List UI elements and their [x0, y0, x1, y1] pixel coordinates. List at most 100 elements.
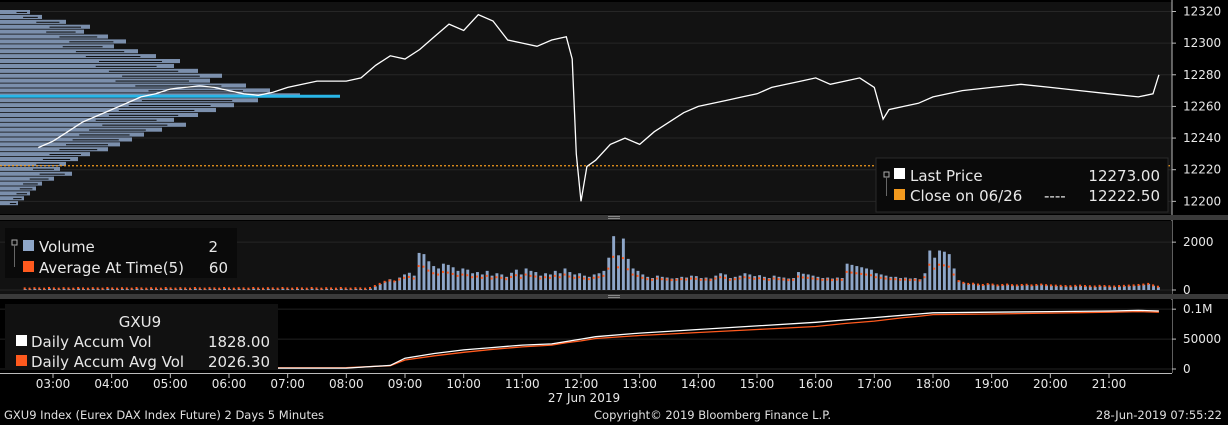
volume-bar — [116, 289, 119, 290]
accum-tick-label: 0.1M — [1183, 302, 1212, 316]
panel-divider-2[interactable] — [0, 294, 1228, 299]
volume-bar — [218, 289, 222, 290]
volume-bar — [130, 289, 134, 290]
average-dot — [164, 286, 167, 289]
volume-bar — [349, 289, 353, 290]
average-dot — [1015, 284, 1018, 287]
time-tick-label: 04:00 — [94, 377, 129, 391]
time-tick-label: 15:00 — [740, 377, 775, 391]
volume-bar — [831, 278, 834, 290]
volume-profile-bar — [0, 34, 108, 39]
volume-bar — [276, 289, 280, 290]
volume-bar — [991, 284, 995, 290]
volume-bar — [694, 276, 698, 290]
volume-bar — [860, 267, 864, 290]
average-dot — [933, 267, 936, 270]
time-tick-label: 19:00 — [974, 377, 1009, 391]
volume-bar — [738, 275, 742, 290]
average-dot — [976, 283, 979, 286]
average-dot — [451, 272, 454, 275]
volume-bar — [77, 288, 81, 290]
volume-profile-tick — [9, 203, 17, 205]
panel-divider-1[interactable] — [0, 215, 1228, 220]
daily-accum-avg-swatch — [16, 355, 27, 366]
volume-profile-tick — [59, 149, 98, 151]
footer-timestamp: 28-Jun-2019 07:55:22 — [1095, 408, 1222, 422]
average-dot — [962, 281, 965, 284]
average-dot — [563, 273, 566, 276]
average-at-time-dots — [23, 255, 1159, 290]
divider-1-handle[interactable] — [608, 216, 620, 217]
volume-bar — [432, 266, 436, 290]
volume-bar — [631, 268, 635, 290]
volume-profile-bar — [0, 49, 138, 54]
volume-bar — [724, 274, 727, 290]
average-dot — [359, 287, 362, 290]
volume-profile-tick — [36, 21, 60, 23]
volume-profile-tick — [23, 16, 38, 18]
average-dot — [1122, 284, 1125, 287]
average-dot — [101, 287, 104, 290]
average-dot — [840, 278, 843, 281]
average-dot — [62, 287, 65, 290]
volume-profile-bar — [0, 78, 210, 83]
average-dot — [52, 287, 55, 290]
avg-at-time-value: 60 — [209, 259, 228, 277]
average-dot — [485, 274, 488, 277]
last-price-value: 12273.00 — [1088, 167, 1160, 185]
divider-2-handle[interactable] — [608, 295, 620, 296]
average-dot — [602, 274, 605, 277]
average-dot — [378, 282, 381, 285]
average-dot — [821, 278, 824, 281]
volume-bar — [879, 274, 883, 290]
average-dot — [908, 279, 911, 282]
volume-bar — [490, 275, 494, 290]
average-dot — [1006, 283, 1009, 286]
volume-bar — [227, 289, 231, 290]
average-dot — [913, 278, 916, 281]
volume-profile-bar — [0, 152, 90, 157]
price-tick-label: 12320 — [1183, 4, 1221, 18]
average-dot — [169, 287, 172, 290]
average-dot — [719, 276, 722, 279]
average-dot — [339, 286, 342, 289]
volume-profile-bar — [0, 186, 36, 191]
volume-profile-bar — [0, 103, 234, 108]
average-dot — [1040, 283, 1043, 286]
volume-bar — [247, 289, 251, 290]
average-dot — [227, 287, 230, 290]
volume-bar — [38, 289, 42, 290]
volume-bar — [271, 289, 275, 290]
average-dot — [198, 287, 201, 290]
average-dot — [310, 286, 313, 289]
average-dot — [120, 287, 123, 290]
volume-bar — [33, 288, 37, 290]
volume-label: Volume — [39, 238, 95, 256]
daily-accum-avg-value: 2026.30 — [208, 353, 270, 371]
volume-profile-bar — [0, 19, 66, 24]
volume-bar — [1103, 286, 1107, 290]
volume-bar — [1093, 286, 1097, 290]
volume-profile-tick — [108, 70, 179, 72]
average-dot — [743, 276, 746, 279]
volume-bar — [714, 275, 718, 290]
average-dot — [544, 276, 547, 279]
volume-bar — [43, 289, 47, 290]
time-tick-label: 13:00 — [622, 377, 657, 391]
volume-profile-bar — [0, 142, 120, 147]
average-dot — [573, 276, 576, 279]
price-tick-label: 12280 — [1183, 68, 1221, 82]
average-dot — [82, 287, 85, 290]
volume-profile-tick — [49, 154, 81, 156]
volume-bar — [1147, 284, 1151, 290]
price-tick-label: 12260 — [1183, 99, 1221, 113]
average-dot — [28, 287, 31, 290]
average-dot — [733, 278, 736, 281]
time-tick-label: 11:00 — [505, 377, 540, 391]
average-dot — [135, 286, 138, 289]
volume-bar — [655, 275, 659, 290]
volume-profile-tick — [19, 188, 33, 190]
volume-bar — [505, 276, 509, 290]
average-dot — [403, 276, 406, 279]
average-dot — [213, 287, 216, 290]
